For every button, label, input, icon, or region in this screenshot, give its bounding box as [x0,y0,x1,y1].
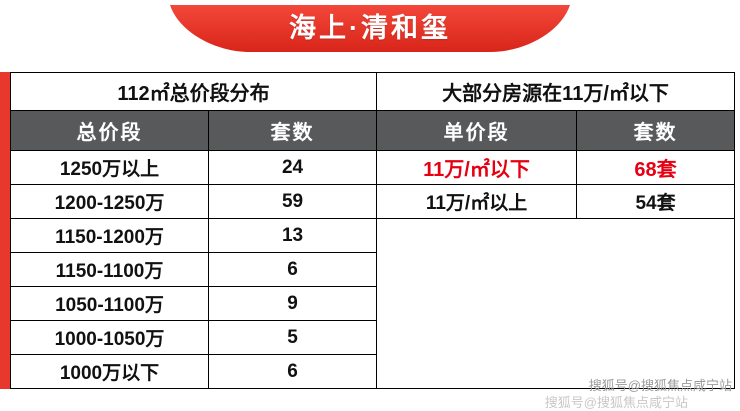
table-cell: 1200-1250万 [10,184,209,219]
table-cell: 1000-1050万 [10,320,209,355]
right-section-title: 大部分房源在11万/㎡以下 [376,72,736,111]
table-cell: 9 [207,286,378,321]
table-cell: 1000万以下 [10,354,209,389]
table-cell: 24 [207,150,378,185]
left-section-title: 112㎡总价段分布 [9,72,378,111]
table-cell: 1150-1100万 [10,252,209,287]
table-cell: 11万/㎡以上 [376,184,578,219]
page-title: 海上·清和玺 [289,12,451,43]
empty-region [376,218,736,389]
ribbon-banner-shape [170,5,570,52]
table-cell: 59 [207,184,378,219]
right-col-header-count: 套数 [576,110,736,151]
table-cell: 1050-1100万 [10,286,209,321]
price-distribution-table: 112㎡总价段分布 大部分房源在11万/㎡以下 总价段 套数 单价段 套数 12… [0,72,736,389]
left-col-header-count: 套数 [207,110,378,151]
right-col-header-unitprice: 单价段 [376,110,578,151]
title-ribbon: 海上·清和玺 [170,5,570,53]
table-cell: 54套 [576,184,736,219]
left-col-header-price: 总价段 [10,110,209,151]
table-cell-highlight: 11万/㎡以下 [376,150,578,185]
watermark: 搜狐号@搜狐焦点咸宁站 [588,378,732,393]
table-cell: 13 [207,218,378,253]
table-cell: 6 [207,354,378,389]
data-table: 112㎡总价段分布 大部分房源在11万/㎡以下 总价段 套数 单价段 套数 12… [9,72,736,389]
table-cell: 1150-1200万 [10,218,209,253]
table-cell: 1250万以上 [10,150,209,185]
table-cell-highlight: 68套 [576,150,736,185]
table-cell: 5 [207,320,378,355]
table-cell: 6 [207,252,378,287]
